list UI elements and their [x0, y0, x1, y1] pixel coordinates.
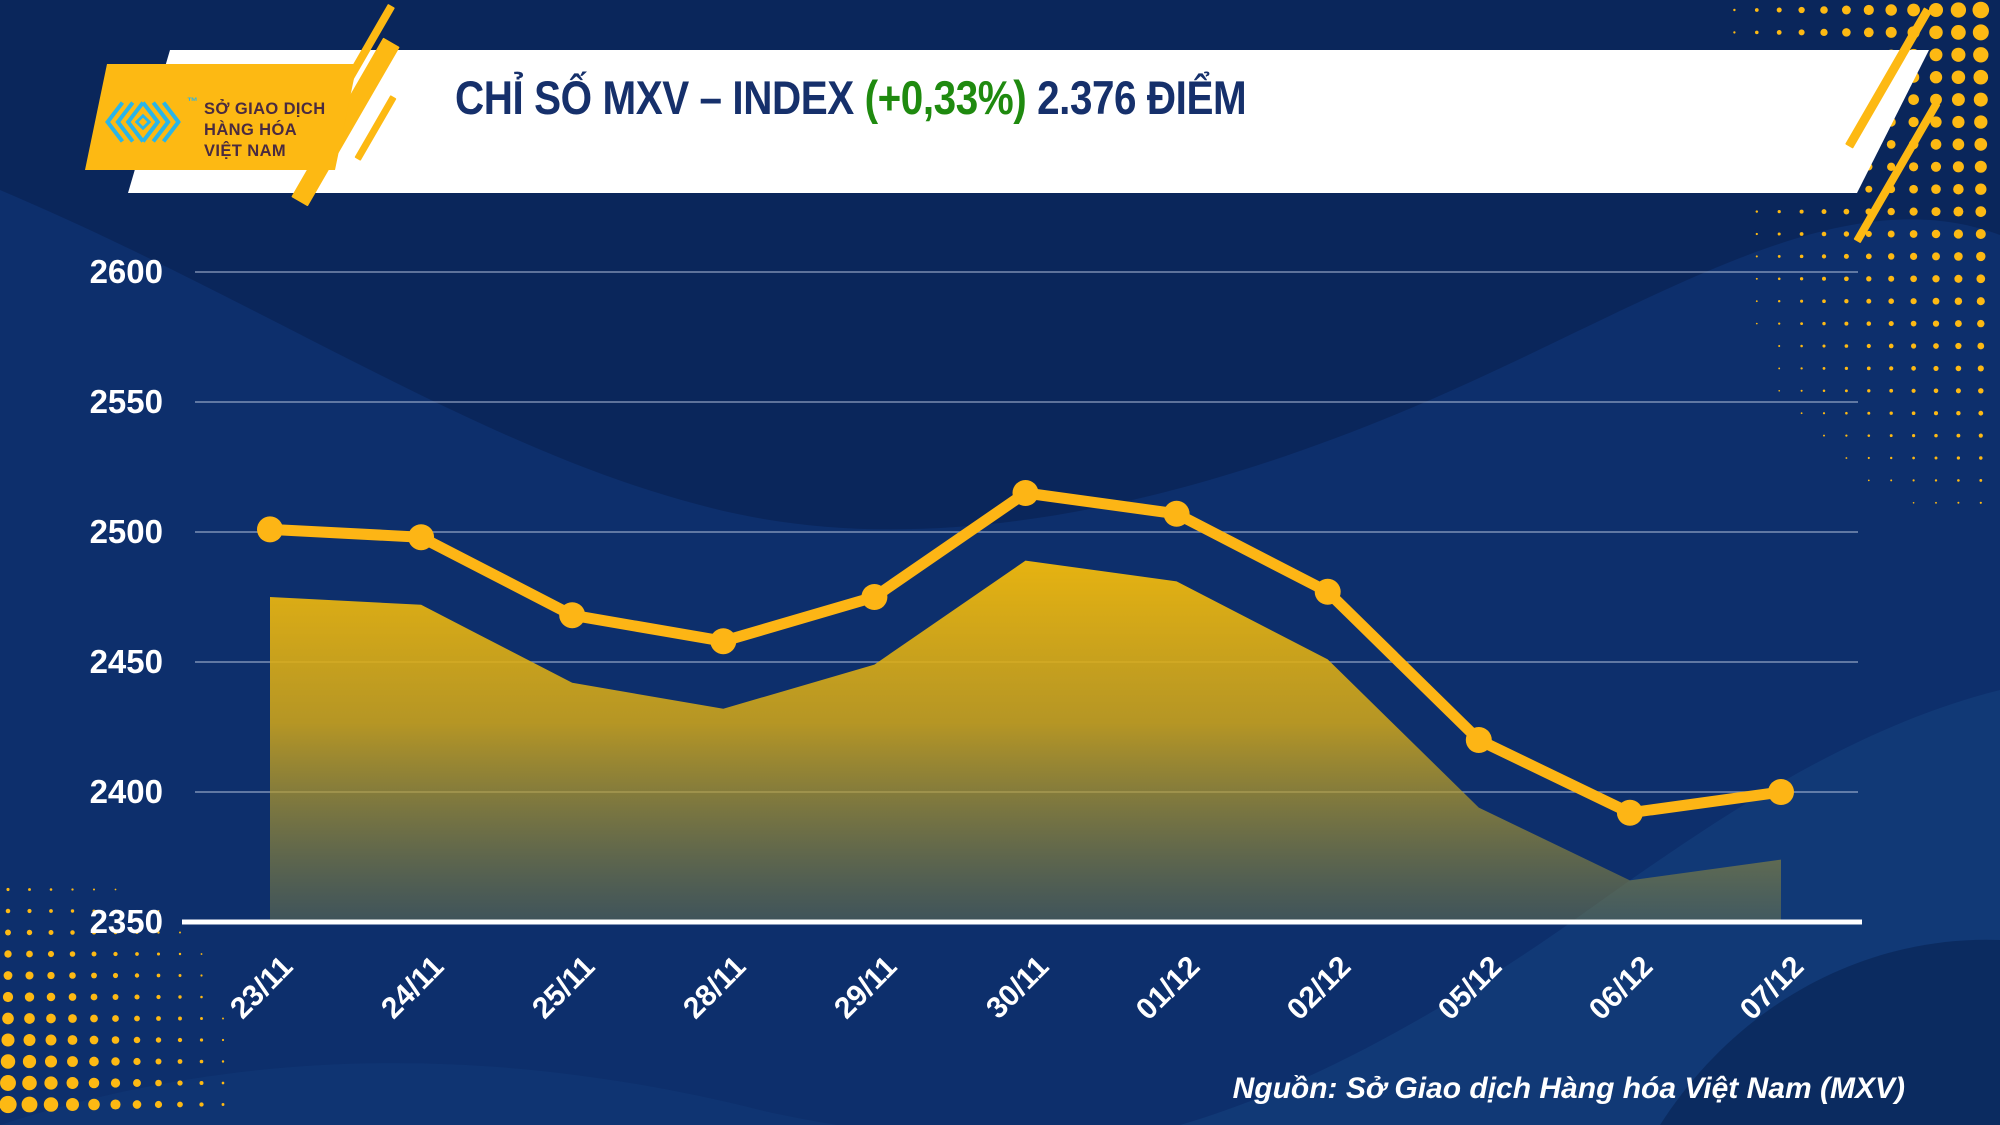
wave-bottom-left-light [0, 1063, 1020, 1125]
halftone-dots-bottom-left [0, 887, 225, 1114]
data-point-02/12 [1314, 578, 1341, 605]
data-point-28/11 [710, 628, 737, 655]
source-note: Nguồn: Sở Giao dịch Hàng hóa Việt Nam (M… [1232, 1072, 1905, 1105]
page-title: CHỈ SỐ MXV – INDEX (+0,33%) 2.376 ĐIỂM [455, 71, 1247, 124]
data-point-06/12 [1616, 799, 1643, 826]
title-text: CHỈ SỐ MXV – INDEX [455, 71, 865, 124]
data-point-24/11 [408, 524, 435, 551]
data-point-01/12 [1163, 500, 1190, 527]
wave-bottom-right-dark [1660, 939, 2000, 1125]
title-change-percent: (+0,33%) [864, 71, 1027, 124]
data-point-25/11 [559, 602, 586, 629]
y-axis-label: 2400 [89, 773, 163, 810]
logo-text-line1: SỞ GIAO DỊCH [204, 100, 326, 118]
logo-text-line2: HÀNG HÓA [204, 121, 298, 140]
title-points: 2.376 ĐIỂM [1026, 71, 1247, 124]
data-point-30/11 [1012, 480, 1039, 506]
data-point-23/11 [257, 516, 283, 543]
mxv-logo-icon [105, 101, 181, 143]
area-fill [270, 560, 1781, 922]
data-point-07/12 [1768, 779, 1794, 805]
y-axis-label: 2450 [89, 643, 163, 680]
data-point-29/11 [861, 584, 888, 610]
logo-text-line3: VIỆT NAM [204, 142, 287, 161]
logo-text: SỞ GIAO DỊCH HÀNG HÓA VIỆT NAM [204, 99, 326, 162]
y-axis-label: 2350 [89, 903, 163, 940]
trademark-symbol: ™ [187, 96, 198, 108]
data-point-05/12 [1465, 727, 1492, 753]
y-axis-label: 2550 [89, 383, 163, 420]
y-axis-label: 2600 [89, 253, 163, 290]
y-axis-label: 2500 [89, 513, 163, 550]
